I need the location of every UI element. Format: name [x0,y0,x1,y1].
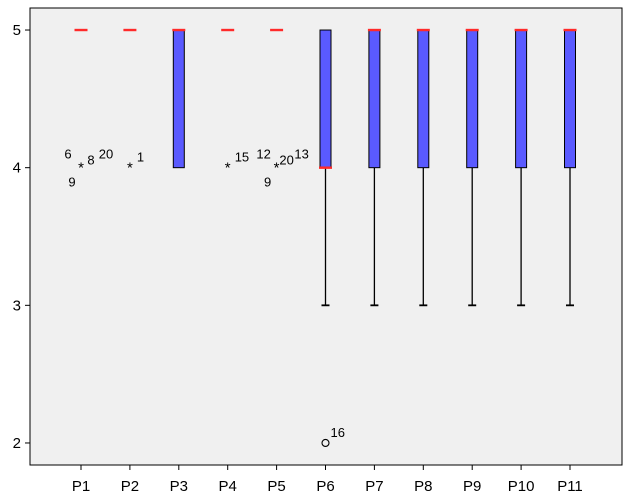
x-tick-label: P1 [72,478,90,495]
case-label: 9 [264,175,271,190]
outlier-star: * [78,160,84,177]
outlier-star: * [225,160,231,177]
case-label: 12 [256,147,270,162]
box-p10 [515,29,528,169]
y-tick-label: 2 [13,435,21,452]
case-label: 15 [235,150,249,165]
y-tick-label: 4 [13,160,21,177]
box-marks: * * * * [74,28,577,448]
x-tick-label: P2 [121,478,139,495]
case-label: 9 [68,175,75,190]
box-p3 [172,29,185,169]
box-p6 [319,29,332,169]
case-label: 20 [99,147,113,162]
x-tick-label: P7 [365,478,383,495]
x-tick-label: P8 [414,478,432,495]
x-tick-label: P3 [170,478,188,495]
outlier-star: * [127,160,133,177]
box-p11 [564,29,576,169]
case-label: 8 [87,153,94,168]
outlier-circle [321,438,330,448]
case-label: 6 [64,147,71,162]
x-tick-label: P11 [557,478,583,495]
box-p7 [368,29,381,169]
case-label: 20 [279,153,293,168]
axes: 2 3 4 5 P1 P2 P3 P4 P5 P6 P7 P8 P9 P10 P11 [13,22,583,495]
y-tick-label: 3 [13,297,21,314]
y-tick-label: 5 [13,22,21,39]
x-tick-label: P9 [463,478,481,495]
outlier-star: * [274,160,280,177]
case-label: 13 [294,147,308,162]
case-label: 1 [137,150,144,165]
x-tick-label: P6 [316,478,334,495]
x-tick-label: P4 [219,478,237,495]
box-p8 [417,29,430,169]
x-tick-label: P5 [267,478,285,495]
box-p9 [466,29,479,169]
case-label: 16 [331,425,345,440]
x-tick-label: P10 [508,478,535,495]
